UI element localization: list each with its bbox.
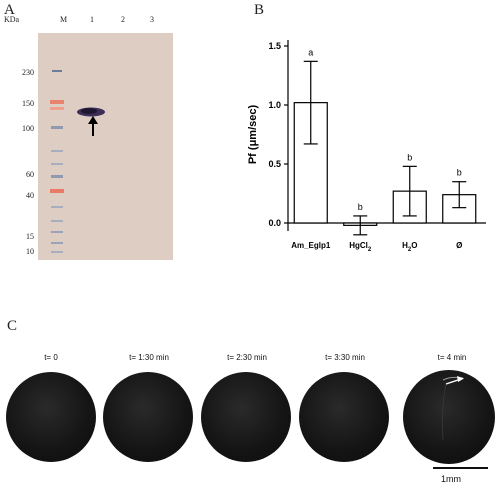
lane-label-2: 2 [121, 15, 125, 24]
rupture-arrowhead-icon [457, 376, 464, 382]
ladder-band [51, 163, 63, 165]
protein-band-core [81, 108, 97, 114]
ladder-band [51, 150, 63, 152]
ladder-band [51, 220, 63, 222]
marker-size-label: 100 [22, 124, 34, 133]
y-axis-label: Pf (μm/sec) [247, 105, 259, 165]
y-tick-label: 1.5 [268, 41, 281, 51]
significance-letter: b [457, 168, 462, 178]
oocyte-image-swollen [403, 370, 495, 464]
ladder-band [51, 251, 63, 253]
panel-a-label: A [4, 2, 15, 18]
scale-bar [433, 467, 488, 469]
marker-size-label: 60 [26, 170, 34, 179]
marker-size-label: 230 [22, 68, 34, 77]
membrane-sheen [38, 33, 173, 260]
ladder-band [51, 242, 63, 244]
significance-letter: a [308, 47, 313, 57]
oocyte-image [6, 372, 96, 462]
x-tick-label: Ø [456, 241, 462, 250]
significance-letter: b [407, 152, 412, 162]
scale-bar-label: 1mm [441, 474, 461, 484]
marker-size-label: 10 [26, 247, 34, 256]
y-tick-label: 0.0 [268, 218, 281, 228]
panel-b-label: B [254, 2, 265, 18]
bar-chart: 0.0 0.5 1.0 1.5 Pf (μm/sec) a Am_Eglp1 b HgCl2 b H… [247, 40, 486, 253]
band-arrowhead-icon [88, 116, 98, 124]
ladder-band [50, 107, 64, 110]
lane-label-3: 3 [150, 15, 154, 24]
marker-size-label: 40 [26, 191, 34, 200]
ladder-band [52, 70, 62, 72]
panel-c-label: C [7, 318, 18, 334]
western-blot: KDa M 1 2 3 230 150 100 60 40 15 10 [4, 15, 173, 260]
y-tick-label: 0.5 [268, 159, 281, 169]
rupture-overlay [441, 376, 464, 441]
ladder-band [51, 231, 63, 233]
lane-label-m: M [60, 15, 67, 24]
blot-unit-label: KDa [4, 15, 20, 24]
x-tick-label: HgCl2 [349, 241, 372, 253]
frame-time-label: t= 4 min [437, 353, 467, 362]
frame-time-label: t= 3:30 min [325, 353, 365, 362]
membrane-fold [441, 383, 447, 441]
significance-letter: b [358, 202, 363, 212]
marker-size-label: 150 [22, 99, 34, 108]
frame-time-label: t= 0 [44, 353, 58, 362]
oocyte-image [299, 372, 389, 462]
ladder-band [50, 189, 64, 193]
x-tick-label: H2O [402, 241, 417, 253]
oocyte-image [201, 372, 291, 462]
frame-time-label: t= 1:30 min [129, 353, 169, 362]
y-tick-label: 1.0 [268, 100, 281, 110]
oocyte-image [103, 372, 193, 462]
ladder-band [50, 100, 64, 104]
ladder-band [51, 175, 63, 178]
frame-time-label: t= 2:30 min [227, 353, 267, 362]
x-tick-label: Am_Eglp1 [291, 241, 331, 250]
ladder-band [51, 126, 63, 129]
marker-size-label: 15 [26, 232, 34, 241]
ladder-band [51, 206, 63, 208]
lane-label-1: 1 [90, 15, 94, 24]
